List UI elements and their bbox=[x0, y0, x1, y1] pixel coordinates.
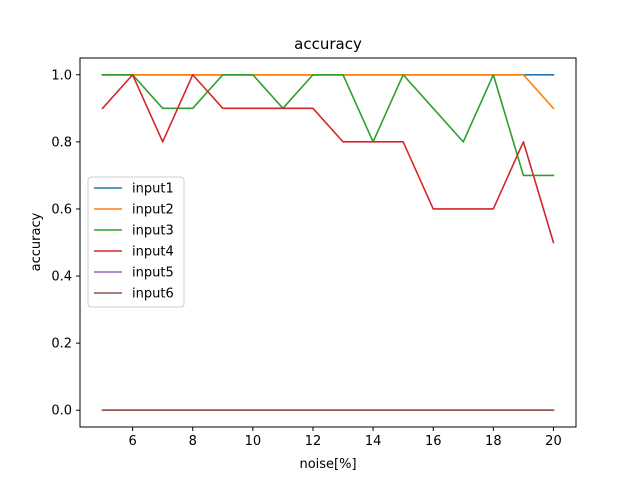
x-axis-title: noise[%] bbox=[299, 457, 356, 472]
y-tick-label: 1.0 bbox=[51, 68, 72, 83]
y-tick-label: 0.2 bbox=[51, 337, 72, 352]
x-tick-label: 8 bbox=[189, 434, 197, 449]
legend-label-input5: input5 bbox=[132, 266, 174, 281]
legend-label-input3: input3 bbox=[132, 224, 174, 239]
x-tick-label: 10 bbox=[245, 434, 262, 449]
x-tick-label: 14 bbox=[365, 434, 382, 449]
y-tick-label: 0.6 bbox=[51, 202, 72, 217]
x-tick-label: 20 bbox=[545, 434, 562, 449]
y-axis-title: accuracy bbox=[29, 212, 44, 271]
x-tick-label: 16 bbox=[425, 434, 442, 449]
plot-frame bbox=[79, 57, 577, 428]
y-tick-label: 0.0 bbox=[51, 404, 72, 419]
x-axis-ticks: 6 8 10 12 14 16 18 20 bbox=[128, 427, 562, 449]
x-tick-label: 12 bbox=[305, 434, 322, 449]
x-tick-label: 6 bbox=[128, 434, 136, 449]
x-tick-label: 18 bbox=[485, 434, 502, 449]
legend-label-input1: input1 bbox=[132, 182, 174, 197]
legend: input1 input2 input3 input4 input5 input6 bbox=[87, 176, 185, 308]
series-layer bbox=[101, 73, 555, 412]
y-tick-label: 0.8 bbox=[51, 135, 72, 150]
chart-title: accuracy bbox=[294, 35, 362, 53]
legend-label-input2: input2 bbox=[132, 203, 174, 218]
y-axis-ticks: 0.0 0.2 0.4 0.6 0.8 1.0 bbox=[51, 68, 80, 419]
legend-label-input4: input4 bbox=[132, 245, 174, 260]
legend-label-input6: input6 bbox=[132, 287, 174, 302]
series-line-input4 bbox=[101, 73, 555, 244]
y-tick-label: 0.4 bbox=[51, 270, 72, 285]
